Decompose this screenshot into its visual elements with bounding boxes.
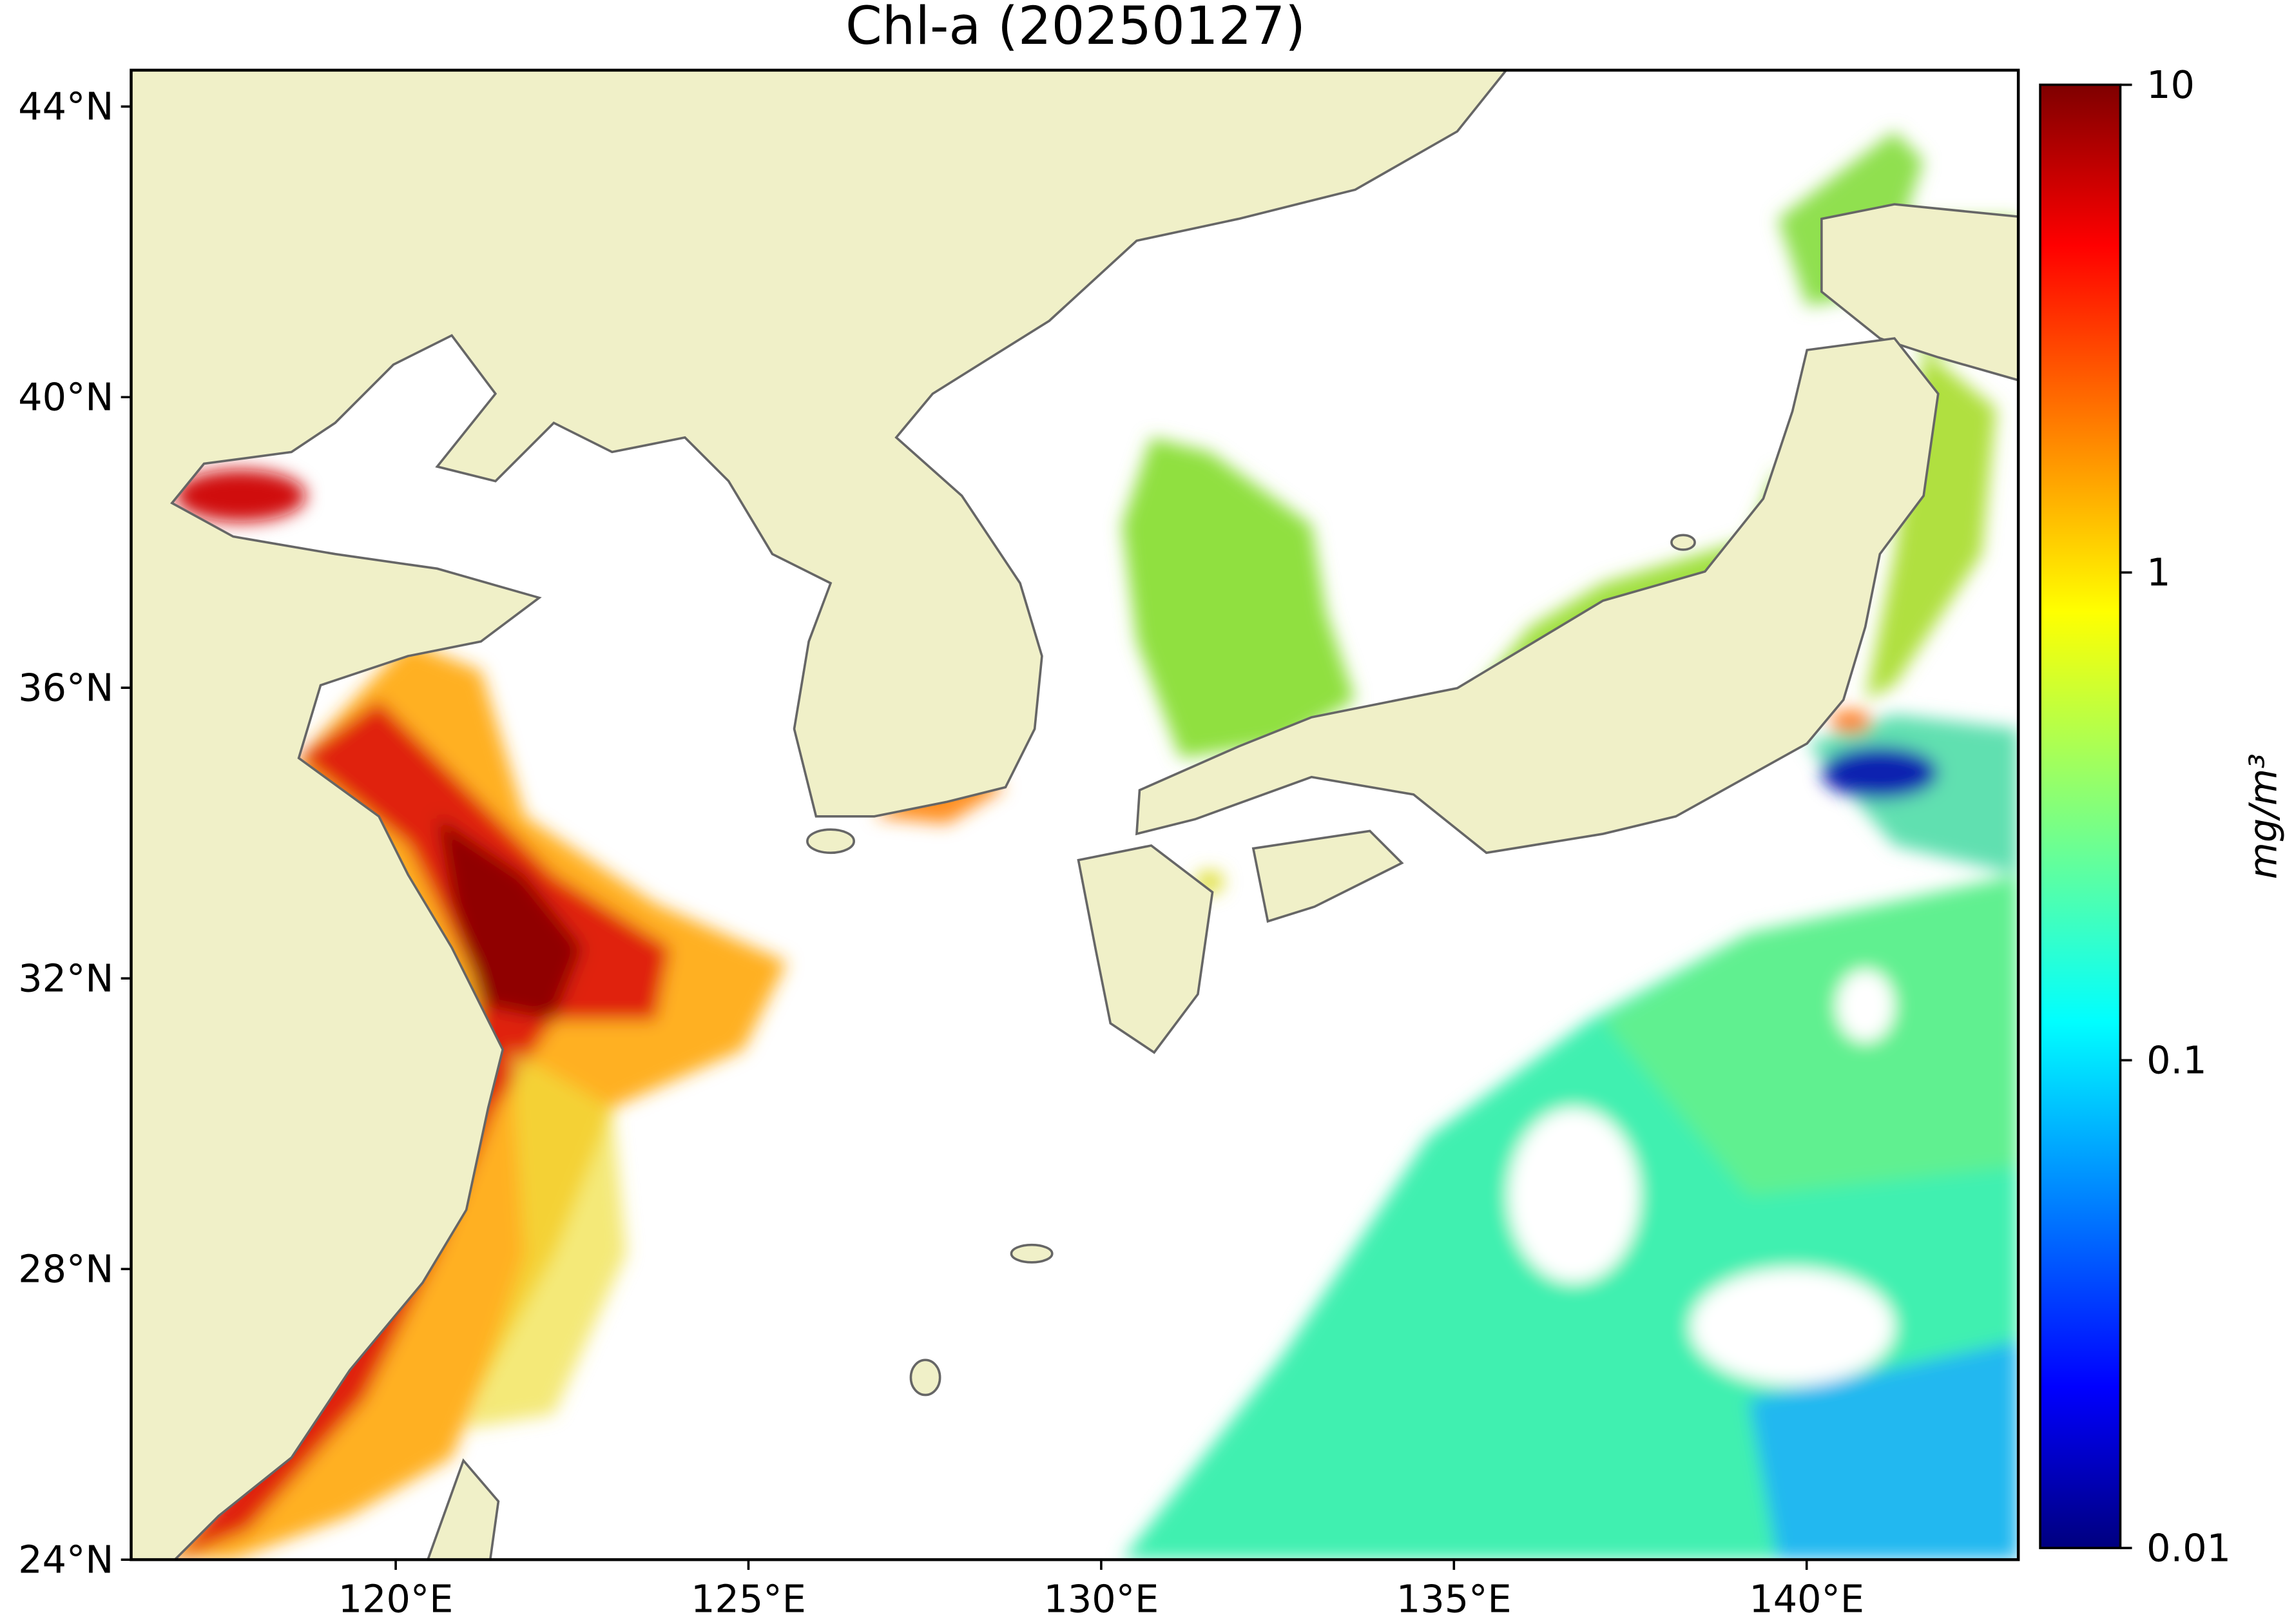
island <box>1670 534 1696 551</box>
shikoku <box>1251 829 1404 923</box>
jeju <box>806 828 856 855</box>
y-tick-label: 44°N <box>18 84 113 129</box>
hokkaido <box>1820 203 2019 382</box>
x-tick-label: 135°E <box>1396 1577 1512 1621</box>
y-tick-label: 32°N <box>18 956 113 1001</box>
colorbar-tick-label: 1 <box>2146 550 2170 595</box>
x-tick-label: 140°E <box>1749 1577 1864 1621</box>
map-title: Chl-a (20250127) <box>845 0 1306 57</box>
x-tick-label: 125°E <box>691 1577 806 1621</box>
taiwan <box>427 1458 500 1560</box>
island <box>1010 1243 1054 1264</box>
y-tick-label: 28°N <box>18 1247 113 1291</box>
colorbar-tick-label: 10 <box>2146 63 2195 107</box>
y-tick-label: 24°N <box>18 1537 113 1581</box>
x-tick-label: 130°E <box>1044 1577 1159 1621</box>
map-frame <box>130 68 2020 1561</box>
map-content <box>131 70 2019 1560</box>
island <box>909 1358 941 1397</box>
honshu <box>1135 337 1940 855</box>
x-tick-label: 120°E <box>338 1577 454 1621</box>
kyushu <box>1077 844 1214 1054</box>
colorbar-label: mg/m³ <box>2241 753 2285 879</box>
colorbar <box>2039 83 2122 1549</box>
colorbar-tick-label: 0.1 <box>2146 1038 2206 1083</box>
land <box>131 70 2019 1560</box>
y-tick-label: 40°N <box>18 375 113 420</box>
mainland <box>131 70 1508 1560</box>
colorbar-tick-label: 0.01 <box>2146 1525 2231 1570</box>
y-tick-label: 36°N <box>18 666 113 710</box>
